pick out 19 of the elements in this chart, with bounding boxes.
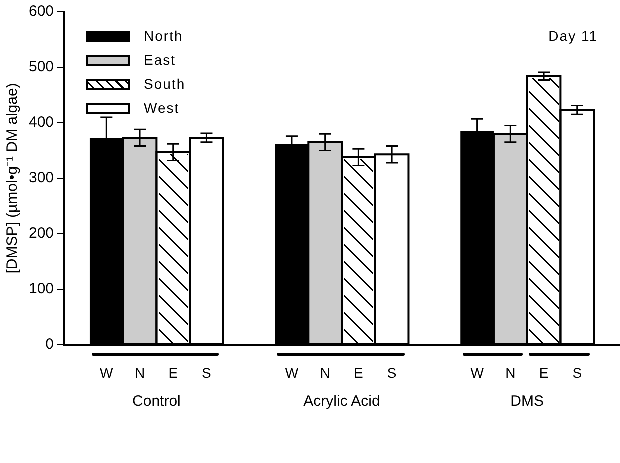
y-tick-label: 400 <box>28 114 54 132</box>
y-tick-label: 200 <box>28 225 54 242</box>
y-axis-title: [DMSP] (µmol•g⁻¹ DM algae) <box>4 83 22 274</box>
legend-label: East <box>144 52 176 68</box>
legend-label: North <box>144 28 184 44</box>
y-tick-label: 600 <box>28 3 54 20</box>
y-tick-label: 500 <box>28 58 54 76</box>
text: W N E S <box>100 365 212 381</box>
y-tick-label: 300 <box>28 170 54 187</box>
x-tick-label: Acrylic Acid <box>304 393 380 410</box>
text: W N E S <box>470 365 582 381</box>
x-tick-label: DMS <box>510 393 544 410</box>
legend-label: West <box>144 100 180 116</box>
annotation: Day 11 <box>548 28 598 44</box>
y-tick-label: 100 <box>28 280 54 298</box>
text: W N E S <box>285 365 397 381</box>
x-tick-label: Control <box>132 393 181 410</box>
y-tick-label: 0 <box>46 336 54 354</box>
legend-label: South <box>144 76 186 92</box>
